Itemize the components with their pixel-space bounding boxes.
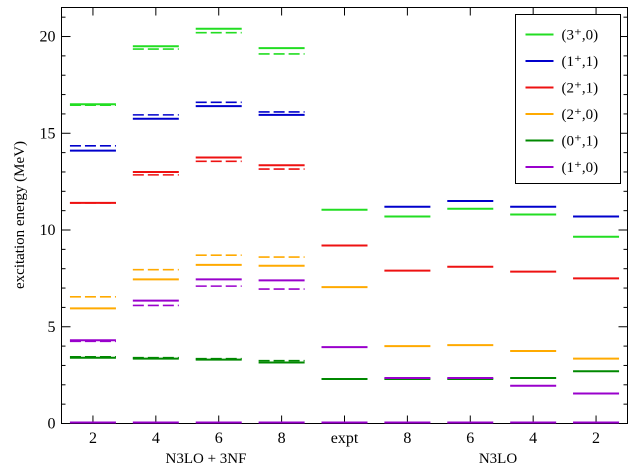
y-axis: 0 5 10 15 20 xyxy=(40,16,628,433)
energy-levels xyxy=(69,27,620,424)
y-tick-label: 10 xyxy=(40,222,56,239)
legend-entry: (2⁺,1) xyxy=(562,81,599,97)
legend-box xyxy=(515,14,621,184)
y-tick-label: 20 xyxy=(40,29,56,46)
group-label-n3lo: N3LO xyxy=(479,451,517,467)
x-axis: 2 4 6 8 expt 8 6 4 2 xyxy=(89,7,600,447)
legend: (3⁺,0) (1⁺,1) (2⁺,1) (2⁺,0) (0⁺,1) (1⁺,0) xyxy=(515,14,621,184)
x-tick-label: expt xyxy=(331,430,359,447)
x-tick-label: 4 xyxy=(152,430,160,447)
y-tick-label: 5 xyxy=(48,319,56,336)
group-label-n3lo-3nf: N3LO + 3NF xyxy=(166,451,247,467)
x-tick-label: 4 xyxy=(529,430,537,447)
legend-entry: (0⁺,1) xyxy=(562,134,599,150)
x-tick-label: 6 xyxy=(466,430,474,447)
y-tick-label: 0 xyxy=(48,416,56,433)
y-tick-label: 15 xyxy=(40,125,56,142)
x-tick-label: 2 xyxy=(592,430,600,447)
y-axis-title: excitation energy (MeV) xyxy=(12,141,28,289)
legend-entry: (1⁺,1) xyxy=(562,54,599,70)
x-tick-label: 2 xyxy=(89,430,97,447)
x-tick-label: 8 xyxy=(403,430,411,447)
legend-entry: (2⁺,0) xyxy=(562,107,599,123)
legend-entry: (1⁺,0) xyxy=(562,160,599,176)
x-tick-label: 6 xyxy=(215,430,223,447)
x-tick-label: 8 xyxy=(278,430,286,447)
legend-entry: (3⁺,0) xyxy=(562,28,599,44)
